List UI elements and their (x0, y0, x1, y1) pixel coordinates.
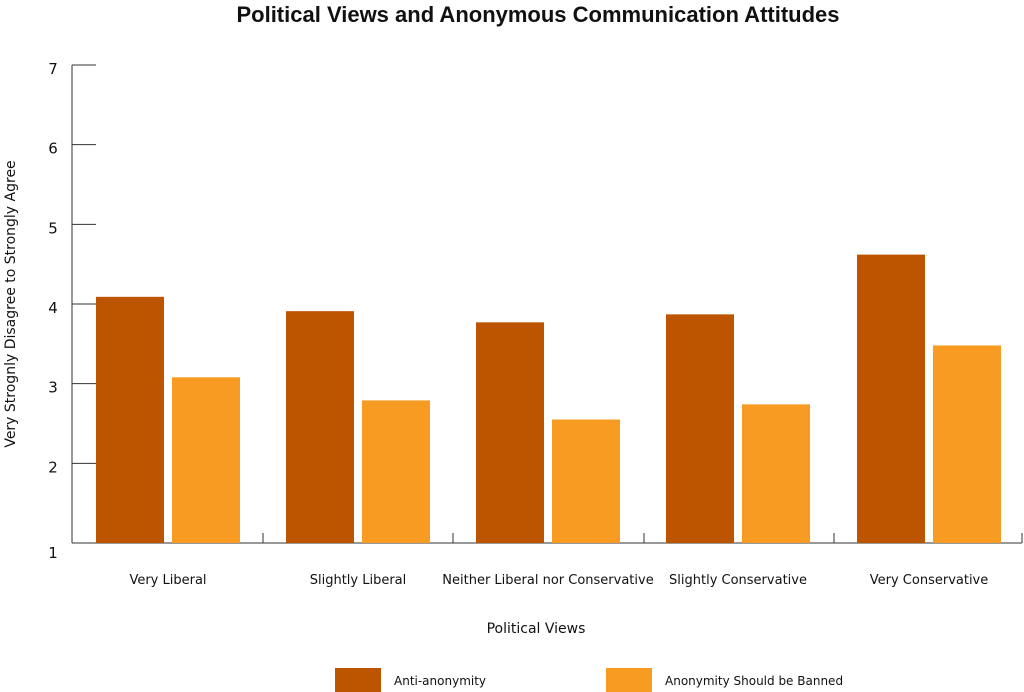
y-axis-title: Very Strognly Disagree to Strongly Agree (3, 160, 19, 447)
bar-anonymity-banned (172, 377, 240, 543)
y-tick-label: 7 (48, 60, 58, 78)
legend-label: Anonymity Should be Banned (665, 674, 843, 688)
y-tick-label: 6 (48, 140, 58, 158)
legend: Anti-anonymity Anonymity Should be Banned (335, 668, 843, 692)
bars (96, 254, 1001, 543)
x-axis-title: Political Views (487, 621, 586, 637)
y-tick-label: 3 (48, 379, 58, 397)
y-tick-label: 2 (48, 458, 58, 476)
bar-anti-anonymity (857, 254, 925, 543)
bar-anti-anonymity (286, 311, 354, 543)
bar-anonymity-banned (933, 345, 1001, 543)
bar-anonymity-banned (362, 400, 430, 543)
legend-swatch (335, 668, 381, 692)
bar-anonymity-banned (742, 404, 810, 543)
bar-anti-anonymity (96, 296, 164, 543)
category-labels: Very Liberal Slightly Liberal Neither Libe… (129, 573, 988, 588)
x-tick-label: Very Conservative (870, 573, 989, 588)
y-tick-label: 5 (48, 219, 58, 237)
legend-label: Anti-anonymity (394, 674, 486, 688)
chart-title: Political Views and Anonymous Communicat… (236, 2, 839, 27)
bar-anti-anonymity (476, 322, 544, 543)
bar-anonymity-banned (552, 419, 620, 543)
y-tick-label: 1 (48, 544, 58, 562)
x-tick-label: Very Liberal (129, 573, 206, 588)
legend-swatch (606, 668, 652, 692)
x-tick-label: Slightly Liberal (310, 573, 407, 588)
y-axis: 1 2 3 4 5 6 7 (48, 60, 96, 562)
y-tick-label: 4 (48, 299, 58, 317)
x-tick-label: Neither Liberal nor Conservative (442, 573, 653, 588)
x-tick-label: Slightly Conservative (669, 573, 807, 588)
bar-anti-anonymity (666, 314, 734, 543)
